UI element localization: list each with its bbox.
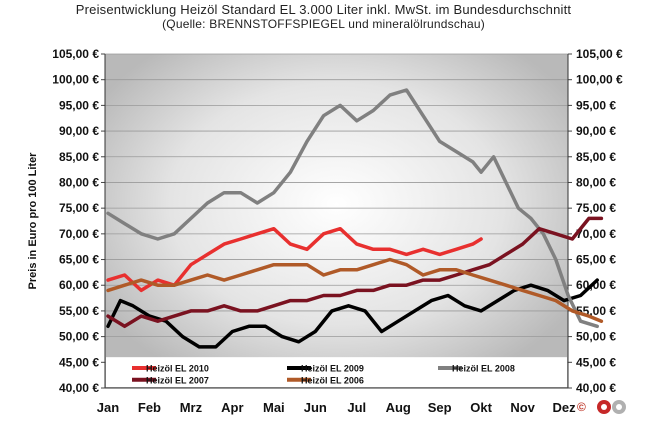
x-tick-label: Jan <box>97 400 119 415</box>
series-line-2 <box>106 278 599 349</box>
legend-box <box>106 357 567 387</box>
legend-label: Heizöl EL 2010 <box>146 363 209 373</box>
x-tick-label: Aug <box>386 400 411 415</box>
x-tick-label: Nov <box>510 400 535 415</box>
y-tick-label-left: 85,00 € <box>59 150 99 164</box>
logo-circle-1-inner <box>601 404 607 410</box>
y-tick-label-right: 75,00 € <box>576 201 616 215</box>
y-tick-label-left: 75,00 € <box>59 201 99 215</box>
series-line-3 <box>106 88 599 329</box>
y-tick-label-left: 105,00 € <box>52 47 99 61</box>
legend-label: Heizöl EL 2006 <box>301 375 364 385</box>
legend-label: Heizöl EL 2007 <box>146 375 209 385</box>
y-tick-label-right: 45,00 € <box>576 355 616 369</box>
y-tick-label-right: 85,00 € <box>576 150 616 164</box>
y-tick-label-right: 65,00 € <box>576 253 616 267</box>
x-tick-label: Dez <box>552 400 576 415</box>
chart-title: Preisentwicklung Heizöl Standard EL 3.00… <box>75 2 572 17</box>
y-tick-label-right: 95,00 € <box>576 98 616 112</box>
y-tick-label-left: 80,00 € <box>59 175 99 189</box>
y-tick-label-left: 90,00 € <box>59 124 99 138</box>
x-tick-label: Jun <box>304 400 327 415</box>
y-tick-label-right: 105,00 € <box>576 47 623 61</box>
y-tick-label-left: 65,00 € <box>59 253 99 267</box>
x-tick-label: Okt <box>470 400 492 415</box>
x-tick-label: Mai <box>263 400 285 415</box>
x-tick-label: Sep <box>428 400 452 415</box>
y-tick-label-left: 50,00 € <box>59 330 99 344</box>
x-tick-label: Apr <box>221 400 243 415</box>
y-tick-label-right: 100,00 € <box>576 73 623 87</box>
x-tick-label: Mrz <box>180 400 203 415</box>
y-tick-label-right: 55,00 € <box>576 304 616 318</box>
legend-label: Heizöl EL 2009 <box>301 363 364 373</box>
chart-subtitle: (Quelle: BRENNSTOFFSPIEGEL und mineralöl… <box>162 17 485 31</box>
y-tick-label-left: 45,00 € <box>59 355 99 369</box>
y-tick-label-left: 100,00 € <box>52 73 99 87</box>
y-tick-label-right: 50,00 € <box>576 330 616 344</box>
y-axis-label: Preis in Euro pro 100 Liter <box>27 152 39 290</box>
y-tick-label-right: 80,00 € <box>576 175 616 189</box>
copyright-mark: © <box>577 400 586 414</box>
y-tick-label-right: 70,00 € <box>576 227 616 241</box>
chart-svg: 105,00 € 105,00 € 100,00 € 100,00 € 95,00 € 9… <box>27 47 626 415</box>
series-line-5 <box>106 257 604 323</box>
legend-label: Heizöl EL 2008 <box>452 363 515 373</box>
plot-area <box>105 54 568 388</box>
x-tick-label: Jul <box>347 400 366 415</box>
y-tick-label-left: 70,00 € <box>59 227 99 241</box>
logo-circle-2-inner <box>616 404 622 410</box>
y-tick-label-right: 40,00 € <box>576 381 616 395</box>
y-tick-label-left: 40,00 € <box>59 381 99 395</box>
y-tick-label-left: 95,00 € <box>59 98 99 112</box>
series-line-4 <box>106 216 604 329</box>
y-tick-label-left: 60,00 € <box>59 278 99 292</box>
y-tick-label-left: 55,00 € <box>59 304 99 318</box>
x-tick-label: Feb <box>138 400 161 415</box>
y-tick-label-right: 90,00 € <box>576 124 616 138</box>
